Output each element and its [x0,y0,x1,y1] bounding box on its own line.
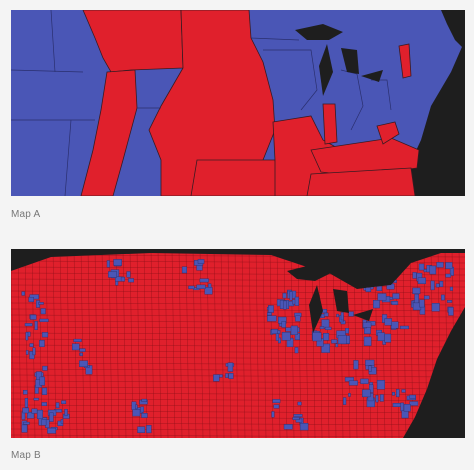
map-b-great-lakes [287,265,373,333]
map-a-panel [11,10,465,196]
map-b-image [11,249,465,438]
map-a-great-lakes [295,24,383,96]
map-b-caption: Map B [11,450,41,461]
map-a-red-states [80,10,420,196]
map-a-caption: Map A [11,209,41,220]
map-a-image [11,10,465,196]
map-b-panel [11,249,465,438]
